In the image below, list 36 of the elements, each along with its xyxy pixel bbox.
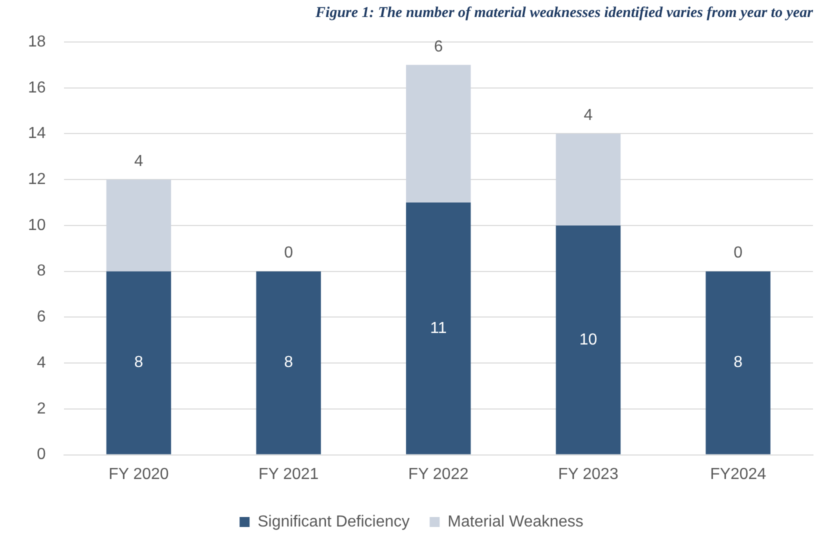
data-label: 4 — [134, 153, 144, 170]
y-tick-label: 16 — [28, 79, 46, 96]
legend-label: Material Weakness — [448, 513, 584, 530]
x-tick-label: FY 2023 — [558, 466, 618, 483]
data-label: 0 — [284, 244, 294, 262]
bar — [406, 202, 471, 454]
bar — [706, 271, 770, 454]
data-label: 8 — [734, 354, 743, 372]
bar — [106, 271, 172, 454]
data-label: 8 — [284, 354, 294, 372]
legend-label: Significant Deficiency — [258, 513, 410, 530]
y-tick-label: 14 — [28, 125, 46, 142]
data-label: 4 — [584, 107, 593, 124]
y-tick-label: 0 — [36, 446, 46, 464]
bar — [256, 271, 321, 454]
data-label: 6 — [434, 38, 443, 56]
bar — [556, 134, 621, 226]
x-tick-label: FY2024 — [710, 466, 766, 483]
data-label: 10 — [579, 331, 598, 348]
y-tick-label: 6 — [36, 308, 46, 326]
bar — [406, 64, 471, 203]
data-label: 0 — [734, 244, 743, 262]
chart-title: Figure 1: The number of material weaknesses identified varies from year to year — [314, 4, 814, 21]
x-tick-label: FY 2020 — [108, 466, 169, 483]
y-tick-label: 4 — [36, 354, 46, 372]
x-tick-label: FY 2021 — [258, 466, 319, 483]
x-tick-label: FY 2022 — [408, 466, 469, 483]
data-label: 8 — [134, 354, 144, 372]
y-tick-label: 18 — [28, 33, 46, 50]
bar — [106, 180, 172, 272]
y-tick-label: 12 — [28, 171, 46, 188]
data-label: 11 — [430, 320, 447, 337]
y-tick-label: 10 — [28, 216, 46, 234]
y-tick-label: 2 — [36, 400, 46, 418]
bar — [556, 225, 621, 454]
y-tick-label: 8 — [36, 262, 46, 280]
